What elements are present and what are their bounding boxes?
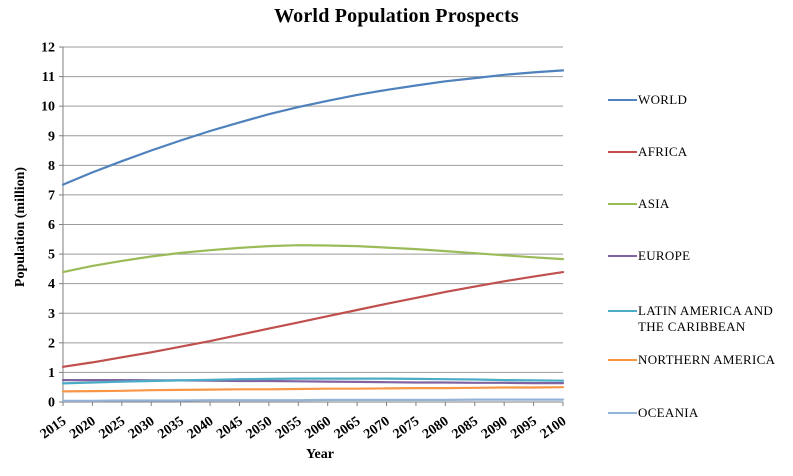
- y-tick-label-7: 7: [48, 188, 55, 203]
- chart-title: World Population Prospects: [274, 5, 519, 27]
- y-tick-label-10: 10: [41, 100, 55, 115]
- x-tick-label-2045: 2045: [214, 414, 246, 442]
- x-tick-label-2025: 2025: [97, 414, 129, 442]
- x-tick-label-2085: 2085: [450, 414, 482, 442]
- y-tick-label-11: 11: [42, 70, 55, 85]
- series-line-world: [61, 69, 565, 186]
- y-tick-label-5: 5: [48, 248, 55, 263]
- y-tick-label-4: 4: [48, 277, 55, 292]
- x-tick-label-2090: 2090: [479, 414, 511, 442]
- x-axis-title: Year: [306, 447, 334, 462]
- x-tick-label-2070: 2070: [361, 414, 393, 442]
- x-tick-label-2015: 2015: [38, 414, 70, 442]
- x-tick-label-2060: 2060: [302, 414, 334, 442]
- x-tick-label-2040: 2040: [185, 414, 217, 442]
- x-tick-label-2095: 2095: [508, 414, 540, 442]
- y-tick-label-12: 12: [41, 41, 55, 56]
- series-line-latin-america-and-the-caribbean: [61, 377, 565, 385]
- series-line-africa: [61, 271, 565, 368]
- x-tick-label-2055: 2055: [273, 414, 305, 442]
- y-tick-label-6: 6: [48, 218, 55, 233]
- x-tick-label-2100: 2100: [538, 414, 570, 442]
- series-line-oceania: [61, 398, 565, 402]
- y-tick-label-3: 3: [48, 307, 55, 322]
- x-tick-label-2035: 2035: [155, 414, 187, 442]
- y-tick-label-0: 0: [48, 396, 55, 411]
- series-line-northern-america: [61, 386, 565, 393]
- x-tick-label-2075: 2075: [391, 414, 423, 442]
- y-tick-label-9: 9: [48, 129, 55, 144]
- x-tick-label-2020: 2020: [67, 414, 99, 442]
- series-line-asia: [61, 244, 565, 274]
- y-tick-label-8: 8: [48, 159, 55, 174]
- y-tick-label-1: 1: [48, 366, 55, 381]
- x-tick-label-2065: 2065: [332, 414, 364, 442]
- y-axis-title: Population (million): [13, 166, 28, 288]
- x-tick-label-2030: 2030: [126, 414, 158, 442]
- y-tick-label-2: 2: [48, 336, 55, 351]
- x-tick-label-2050: 2050: [244, 414, 276, 442]
- x-tick-label-2080: 2080: [420, 414, 452, 442]
